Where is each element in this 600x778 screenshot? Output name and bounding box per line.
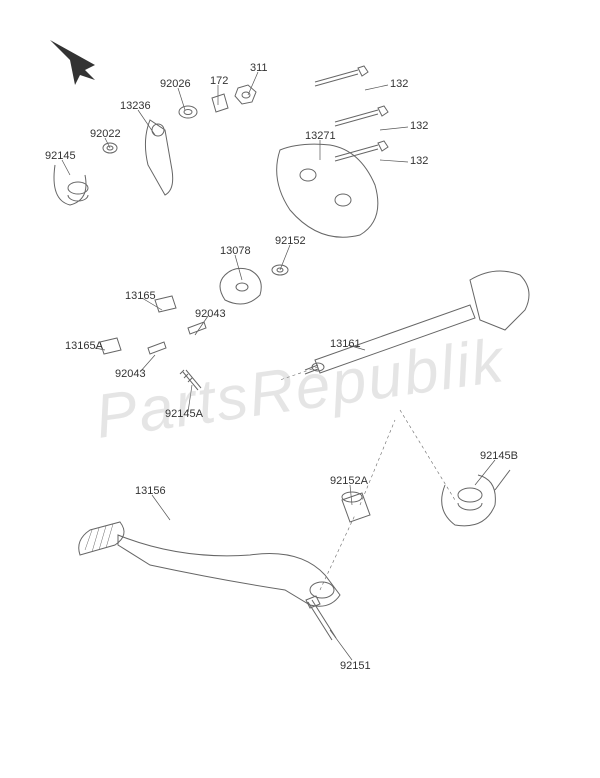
label-92152A: 92152A bbox=[330, 475, 368, 487]
label-92043b: 92043 bbox=[195, 308, 226, 320]
label-13165A: 13165A bbox=[65, 340, 103, 352]
label-92145A: 92145A bbox=[165, 408, 203, 420]
label-92145: 92145 bbox=[45, 150, 76, 162]
label-92145B: 92145B bbox=[480, 450, 518, 462]
direction-arrow-icon bbox=[50, 40, 95, 85]
parts-diagram: PartsRepublik 92145 92022 13236 92026 17… bbox=[0, 0, 600, 778]
label-92022: 92022 bbox=[90, 128, 121, 140]
part-outlines bbox=[54, 66, 529, 640]
label-172: 172 bbox=[210, 75, 228, 87]
label-132a: 132 bbox=[390, 78, 408, 90]
label-13165: 13165 bbox=[125, 290, 156, 302]
label-311: 311 bbox=[250, 62, 268, 74]
label-13156: 13156 bbox=[135, 485, 166, 497]
label-92043: 92043 bbox=[115, 368, 146, 380]
leader-lines bbox=[62, 72, 495, 660]
label-13271: 13271 bbox=[305, 130, 336, 142]
label-92026: 92026 bbox=[160, 78, 191, 90]
label-13236: 13236 bbox=[120, 100, 151, 112]
label-13078: 13078 bbox=[220, 245, 251, 257]
label-92151: 92151 bbox=[340, 660, 371, 672]
label-13161: 13161 bbox=[330, 338, 361, 350]
diagram-svg bbox=[0, 0, 600, 778]
label-132c: 132 bbox=[410, 155, 428, 167]
label-132b: 132 bbox=[410, 120, 428, 132]
label-92152: 92152 bbox=[275, 235, 306, 247]
